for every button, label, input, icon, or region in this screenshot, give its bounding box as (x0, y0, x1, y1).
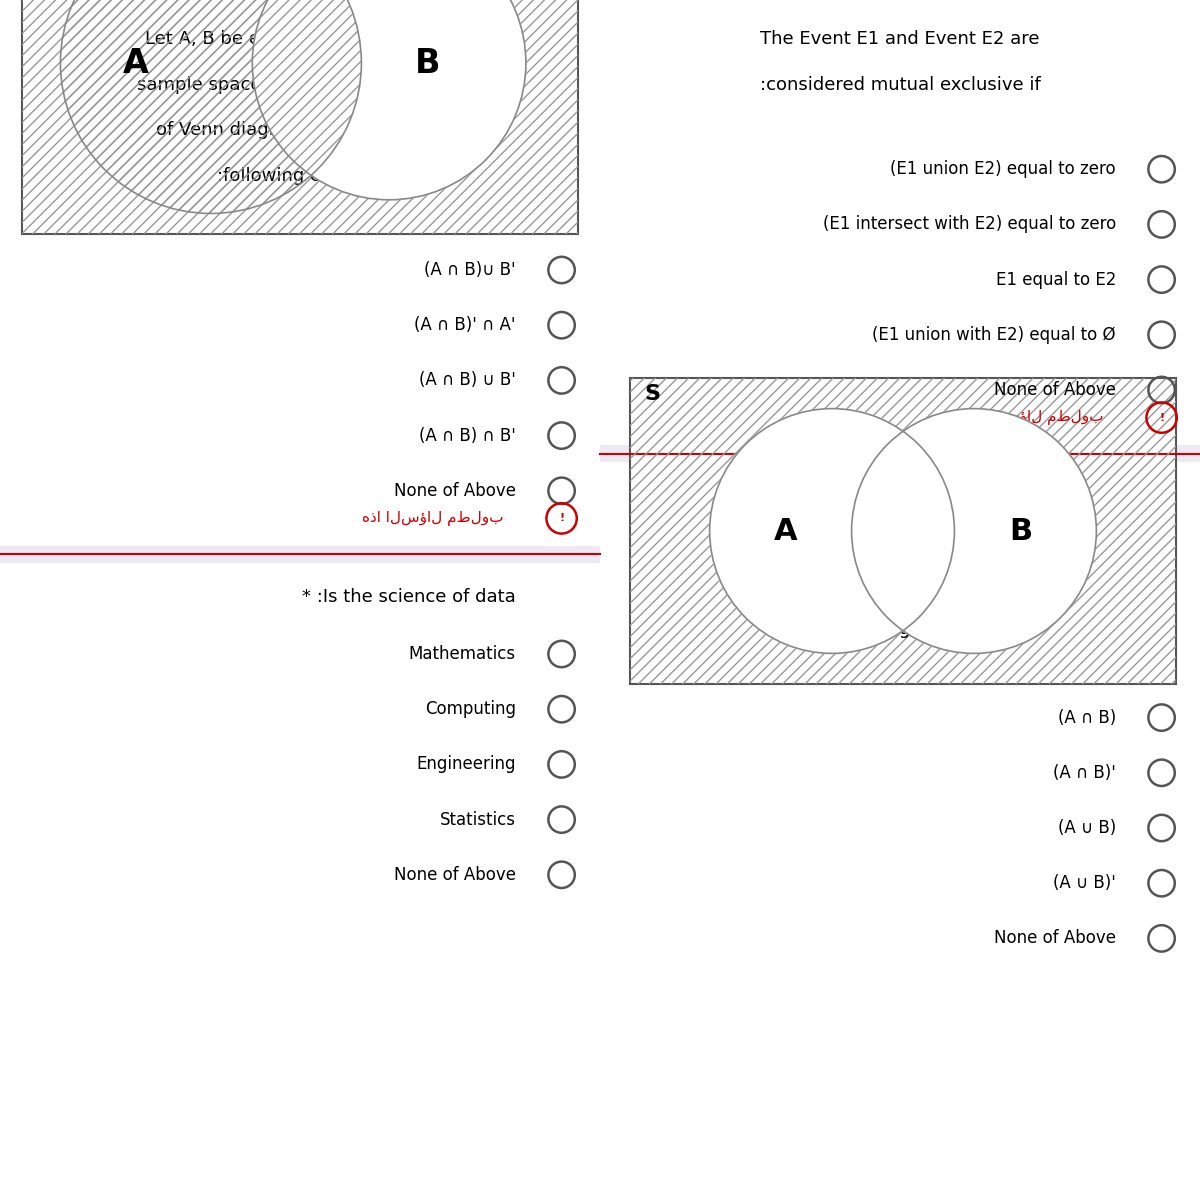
Text: None of Above: None of Above (394, 866, 516, 884)
Text: (A ∩ B)∪ B': (A ∩ B)∪ B' (425, 262, 516, 280)
Text: :considered mutual exclusive if: :considered mutual exclusive if (760, 76, 1040, 94)
Text: (E1 intersect with E2) equal to zero: (E1 intersect with E2) equal to zero (823, 216, 1116, 234)
Text: None of Above: None of Above (394, 482, 516, 500)
Text: هذا السؤال مطلوب: هذا السؤال مطلوب (362, 511, 504, 526)
Text: (E1 union E2) equal to zero: (E1 union E2) equal to zero (890, 160, 1116, 178)
Text: Computing: Computing (425, 701, 516, 719)
Text: (A ∩ B): (A ∩ B) (1057, 709, 1116, 727)
Text: * :Is the science of data: * :Is the science of data (302, 588, 516, 606)
Text: B: B (415, 47, 440, 79)
Text: Let A, B be events relative to the: Let A, B be events relative to the (751, 484, 1049, 502)
Text: !: ! (559, 514, 564, 523)
Bar (600, 445, 1200, 462)
Text: (A ∪ B)': (A ∪ B)' (1054, 875, 1116, 893)
Text: sample space S. The shaded areas: sample space S. The shaded areas (137, 76, 451, 94)
Bar (0, 546, 600, 563)
Bar (630, 378, 1176, 684)
Bar (630, 378, 1176, 684)
Text: :following events: :following events (823, 620, 977, 638)
Text: A: A (122, 47, 149, 79)
Text: Let A, B be events relative to the: Let A, B be events relative to the (145, 30, 443, 48)
Circle shape (252, 0, 526, 200)
Bar (22, 0, 578, 234)
Circle shape (709, 409, 954, 654)
Text: B: B (1009, 516, 1032, 546)
Text: (A ∪ B): (A ∪ B) (1057, 820, 1116, 838)
Text: :following events: :following events (217, 167, 371, 185)
Text: (A ∩ B) ∩ B': (A ∩ B) ∩ B' (419, 427, 516, 445)
Text: None of Above: None of Above (994, 930, 1116, 948)
Text: (A ∩ B)': (A ∩ B)' (1054, 764, 1116, 782)
Text: !: ! (1159, 413, 1164, 422)
Text: Statistics: Statistics (440, 811, 516, 829)
Text: E1 equal to E2: E1 equal to E2 (996, 271, 1116, 289)
Text: of Venn diagram represent the: of Venn diagram represent the (156, 121, 432, 139)
Text: of Venn diagram represent the: of Venn diagram represent the (762, 575, 1038, 593)
Text: A: A (774, 516, 797, 546)
Text: (A ∩ B)' ∩ A': (A ∩ B)' ∩ A' (414, 317, 516, 335)
Text: None of Above: None of Above (994, 382, 1116, 400)
Text: The Event E1 and Event E2 are: The Event E1 and Event E2 are (761, 30, 1039, 48)
Text: Mathematics: Mathematics (409, 646, 516, 664)
Text: (E1 union with E2) equal to Ø: (E1 union with E2) equal to Ø (872, 326, 1116, 344)
Circle shape (852, 409, 1097, 654)
Text: sample space S. The shaded areas: sample space S. The shaded areas (743, 529, 1057, 547)
Bar (22, 0, 578, 234)
Text: S: S (644, 384, 660, 404)
Text: (A ∩ B) ∪ B': (A ∩ B) ∪ B' (419, 372, 516, 390)
Text: هذا السؤال مطلوب: هذا السؤال مطلوب (962, 410, 1104, 425)
Text: Engineering: Engineering (416, 756, 516, 774)
